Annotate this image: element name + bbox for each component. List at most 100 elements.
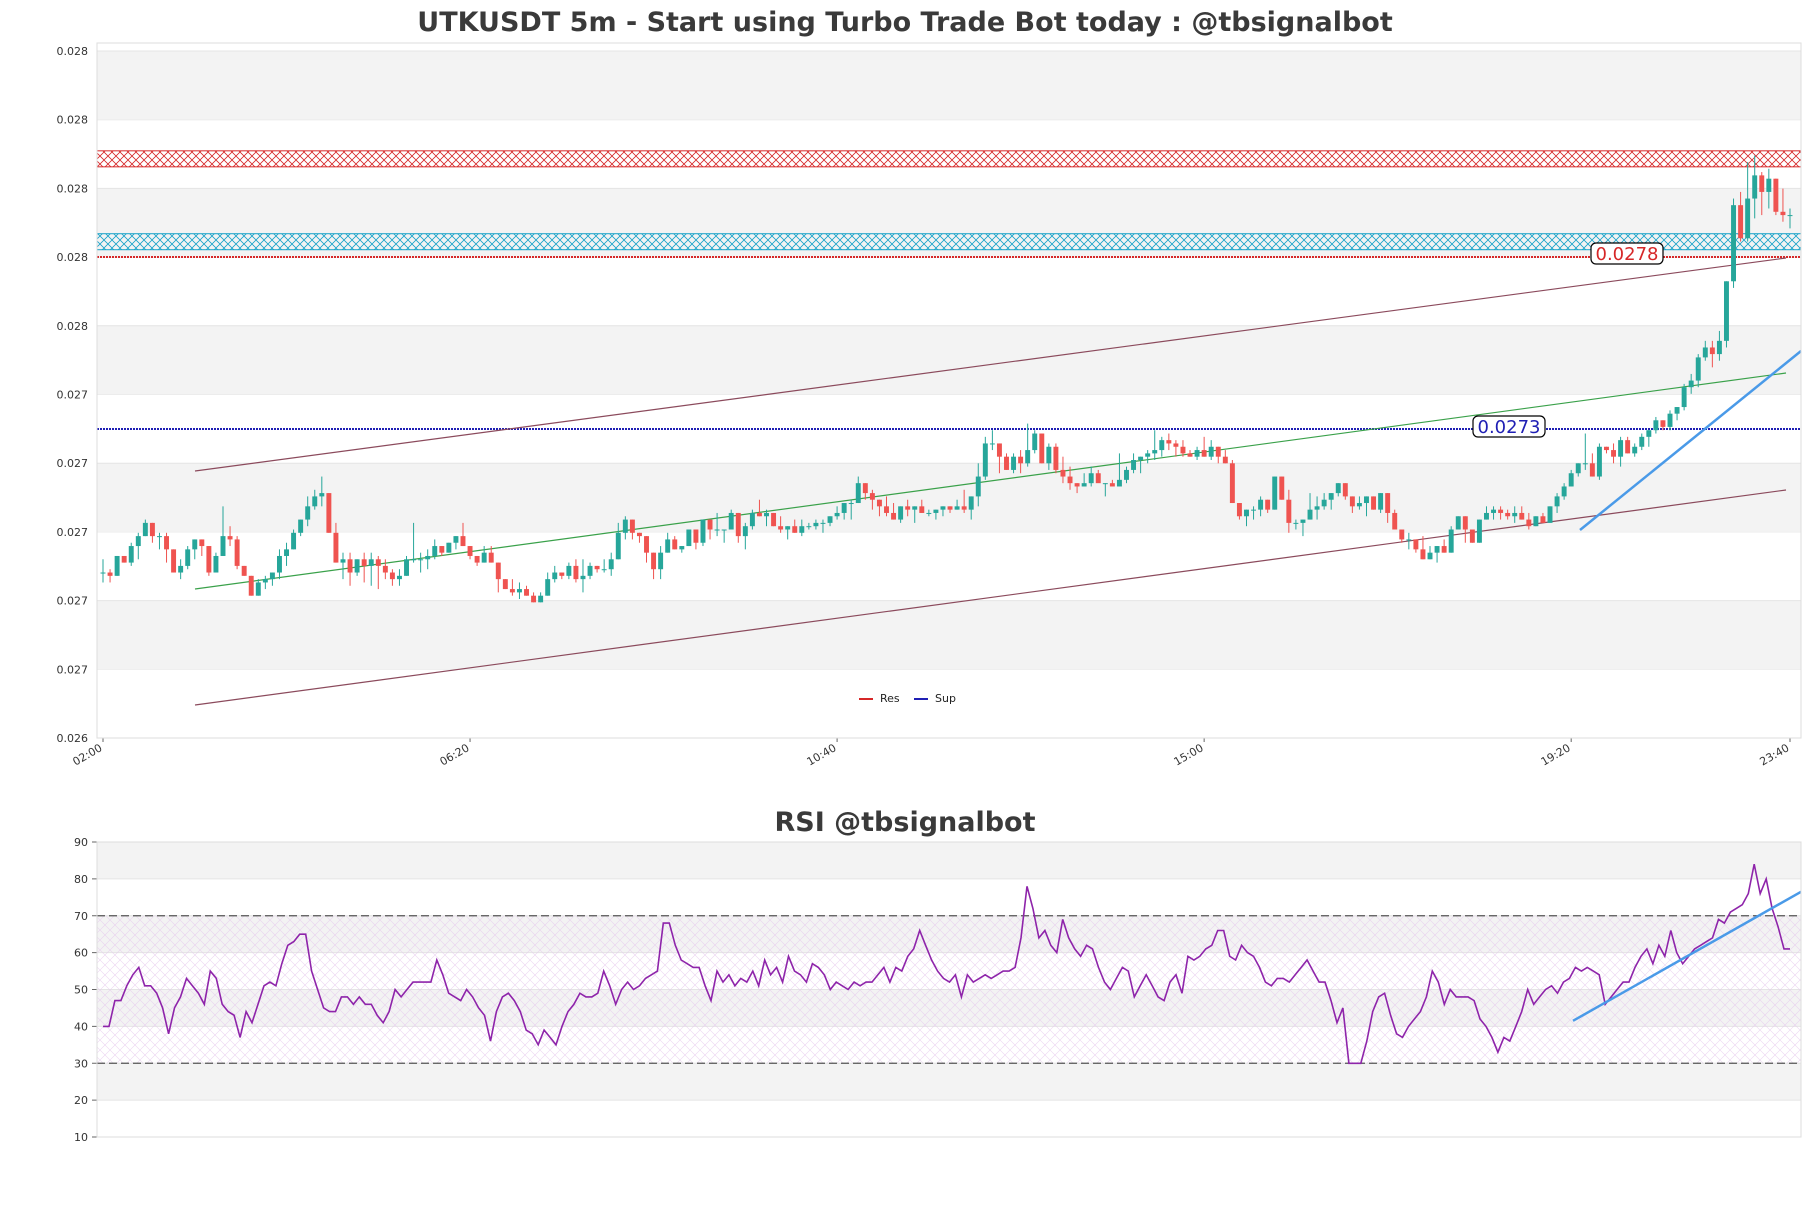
candle-body: [1060, 469, 1066, 477]
candle-body: [1589, 463, 1595, 477]
rsi-y-tick-label: 10: [74, 1131, 88, 1144]
candle-body: [375, 559, 381, 566]
candle-body: [566, 565, 572, 576]
candle-body: [206, 546, 212, 573]
candle-body: [749, 512, 755, 527]
candle-body: [1618, 440, 1624, 457]
candle-body: [439, 546, 445, 553]
candle-body: [495, 562, 501, 580]
candle-body: [382, 565, 388, 573]
candle-body: [156, 536, 162, 538]
candle-body: [128, 546, 134, 563]
candle-body: [516, 589, 522, 593]
candle-body: [538, 595, 544, 603]
candle-body: [361, 559, 367, 566]
candle-body: [1688, 380, 1694, 388]
candle-body: [1681, 387, 1687, 408]
candle-body: [1399, 529, 1405, 540]
candle-body: [651, 552, 657, 570]
candle-body: [742, 526, 748, 537]
candle-body: [898, 506, 904, 520]
candle-body: [1462, 516, 1468, 530]
candle-body: [1667, 413, 1673, 427]
candle-body: [1371, 496, 1377, 510]
candle-body: [1413, 539, 1419, 550]
rsi-y-tick-label: 20: [74, 1094, 88, 1107]
candle-body: [269, 572, 275, 580]
candle-body: [185, 549, 191, 566]
candle-body: [855, 483, 861, 504]
candle-body: [884, 506, 889, 513]
rsi-y-tick-label: 60: [74, 947, 88, 960]
rsi-y-tick-label: 80: [74, 873, 88, 886]
candle-body: [792, 526, 798, 533]
rsi-grid-band: [97, 1063, 1801, 1101]
candle-body: [1265, 499, 1271, 510]
candle-body: [1561, 486, 1567, 497]
candle-body: [1406, 539, 1412, 541]
candle-body: [1484, 512, 1489, 520]
candle-body: [524, 589, 529, 596]
candle-body: [467, 546, 473, 556]
candle-body: [1131, 460, 1137, 470]
candle-body: [291, 532, 297, 550]
candle-body: [1004, 456, 1009, 470]
candle-body: [1780, 211, 1786, 216]
candle-body: [1032, 433, 1038, 451]
candle-body: [1716, 340, 1722, 355]
candle-body: [1526, 519, 1532, 527]
support-label-text: 0.0273: [1478, 417, 1541, 438]
candle-body: [1145, 453, 1151, 457]
candle-body: [1766, 178, 1772, 192]
candle-body: [107, 572, 113, 576]
candle-body: [573, 565, 579, 580]
candle-body: [199, 539, 205, 547]
price-grid-band: [97, 600, 1801, 670]
candle-body: [1088, 473, 1094, 484]
candle-body: [509, 589, 515, 593]
candle-body: [996, 443, 1002, 457]
rsi-y-axis: 10 20 30 40 50 60 70 80 90: [74, 836, 97, 1144]
support-label-box: [1472, 415, 1546, 438]
candle-body: [841, 503, 847, 513]
sr-zones: [96, 150, 1802, 251]
candle-body: [813, 522, 819, 527]
candle-body: [1554, 496, 1560, 507]
candle-body: [1328, 493, 1334, 500]
candle-body: [778, 526, 784, 530]
candle-body: [1293, 522, 1299, 524]
candle-body: [114, 555, 120, 576]
candle-body: [1632, 446, 1638, 454]
candle-body: [728, 512, 734, 530]
candle-body: [333, 532, 339, 563]
resistance-label: 0.0278: [1590, 242, 1664, 265]
rsi-line: [103, 863, 1790, 1065]
candle-body: [1498, 509, 1504, 513]
candle-body: [799, 526, 805, 533]
candle-body: [178, 565, 184, 573]
candle-body: [827, 516, 833, 523]
candle-body: [686, 529, 692, 547]
candle-body: [192, 539, 198, 550]
candle-body: [1173, 443, 1179, 447]
candle-body: [594, 565, 600, 570]
candle-body: [1695, 357, 1701, 381]
candle-body: [1702, 347, 1708, 358]
candle-body: [1787, 215, 1793, 217]
candle-body: [771, 512, 777, 527]
candle-body: [164, 536, 169, 550]
candle-body: [975, 476, 981, 497]
candle-body: [1611, 450, 1617, 457]
price-y-tick-label: 0.028: [57, 45, 89, 58]
candle-body: [735, 512, 741, 537]
candle-body: [1039, 433, 1045, 464]
candle-body: [1674, 407, 1680, 414]
candle-body: [961, 506, 967, 510]
candle-body: [919, 506, 925, 513]
support-zone: [96, 233, 1802, 251]
candle-body: [135, 536, 141, 547]
legend-res-label: Res: [880, 692, 900, 705]
candle-body: [1596, 446, 1602, 477]
candle-body: [672, 539, 678, 550]
candle-body: [926, 512, 932, 514]
